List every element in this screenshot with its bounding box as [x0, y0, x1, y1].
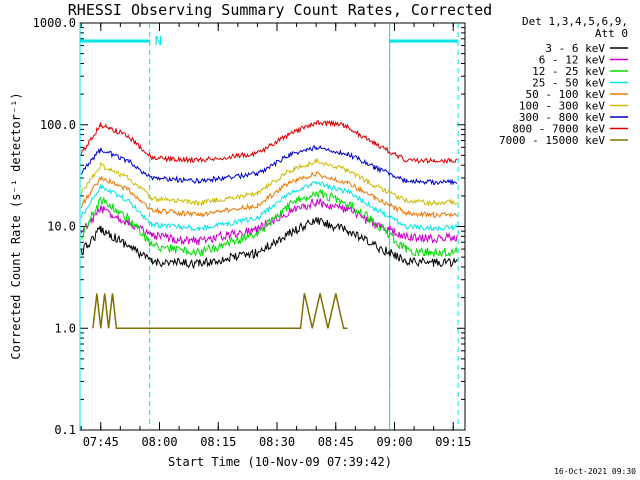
series-line-7 [80, 119, 458, 165]
x-tick-label: 08:30 [259, 435, 295, 449]
x-tick-label: 09:15 [435, 435, 471, 449]
series-line-0 [80, 217, 458, 270]
y-tick-label: 100.0 [40, 118, 76, 132]
x-tick-label: 07:45 [83, 435, 119, 449]
x-tick-label: 08:45 [318, 435, 354, 449]
generation-timestamp: 16-Oct-2021 09:30 [554, 467, 636, 476]
legend-label: 300 - 800 keV [519, 111, 605, 124]
series-line-6 [80, 144, 458, 186]
y-axis: 1000.0 100.0 10.0 1.0 0.1 [33, 16, 465, 437]
series-line-5 [80, 157, 458, 207]
legend-label: 50 - 100 keV [526, 88, 606, 101]
series-group [80, 119, 458, 330]
legend-label: 800 - 7000 keV [512, 123, 605, 136]
legend-label: 25 - 50 keV [532, 77, 605, 90]
series-line-1 [80, 198, 458, 246]
series-line-2 [80, 188, 458, 258]
series-line-4 [80, 171, 458, 218]
x-axis-title: Start Time (10-Nov-09 07:39:42) [168, 455, 392, 469]
x-tick-label: 09:00 [376, 435, 412, 449]
y-tick-label: 0.1 [54, 423, 76, 437]
marker-label: N [155, 34, 162, 48]
legend-label: 12 - 25 keV [532, 65, 605, 78]
y-tick-label: 10.0 [47, 220, 76, 234]
series-line-8 [92, 293, 348, 330]
x-tick-label: 08:00 [141, 435, 177, 449]
series-line-3 [80, 181, 458, 232]
legend-label: 100 - 300 keV [519, 100, 605, 113]
legend-header-detectors: Det 1,3,4,5,6,9, [522, 15, 628, 28]
legend-label: 3 - 6 keV [545, 42, 605, 55]
chart-title: RHESSI Observing Summary Count Rates, Co… [68, 1, 492, 19]
marker-group: N [79, 23, 459, 430]
y-axis-title: Corrected Count Rate (s⁻¹ detector⁻¹) [9, 92, 23, 359]
x-axis: 07:45 08:00 08:15 08:30 08:45 09:00 09:15 [80, 23, 471, 449]
legend-label: 7000 - 15000 keV [499, 134, 605, 147]
legend-label: 6 - 12 keV [539, 54, 606, 67]
legend-header-attenuator: Att 0 [595, 27, 628, 40]
y-tick-label: 1000.0 [33, 16, 76, 30]
y-tick-label: 1.0 [54, 321, 76, 335]
x-tick-label: 08:15 [200, 435, 236, 449]
